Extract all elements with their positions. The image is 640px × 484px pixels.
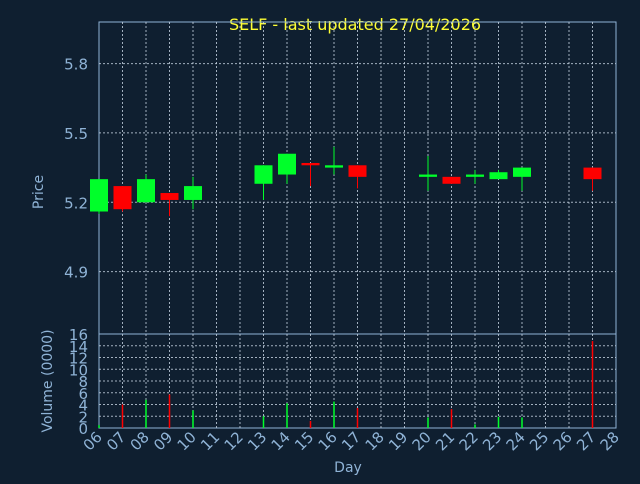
volume-bar [427, 417, 429, 428]
volume-bar [122, 405, 124, 429]
day-tick-label: 15 [291, 428, 317, 454]
day-tick-label: 11 [197, 428, 223, 454]
volume-bar [145, 400, 147, 428]
day-tick-label: 18 [362, 428, 388, 454]
day-tick-label: 19 [385, 428, 411, 454]
candle-body [161, 193, 179, 200]
candle-body [114, 186, 132, 209]
day-axis-label: Day [334, 460, 362, 476]
price-tick-label: 5.2 [64, 194, 88, 212]
day-tick-label: 14 [268, 428, 294, 454]
day-tick-label: 27 [573, 428, 599, 454]
day-tick-label: 20 [409, 428, 435, 454]
volume-bar [498, 417, 500, 428]
day-tick-label: 07 [103, 428, 129, 454]
day-tick-label: 17 [338, 428, 364, 454]
day-tick-label: 16 [315, 428, 341, 454]
day-tick-label: 25 [526, 428, 552, 454]
candle-body [184, 186, 202, 200]
day-tick-label: 10 [174, 428, 200, 454]
candle-body [513, 168, 531, 177]
volume-bar [333, 402, 335, 428]
candle-body [90, 179, 108, 211]
price-axis-label: Price [31, 175, 47, 209]
volume-bar [263, 416, 265, 428]
candle-body [466, 175, 484, 177]
price-tick-label: 5.5 [64, 125, 88, 143]
day-tick-label: 08 [127, 428, 153, 454]
volume-bar [451, 409, 453, 428]
candle-body [419, 175, 437, 177]
volume-bar [357, 408, 359, 428]
candle-body [302, 163, 320, 165]
price-tick-label: 5.8 [64, 56, 88, 74]
volume-bar [592, 341, 594, 428]
candle-body [325, 165, 343, 167]
volume-bar [169, 395, 171, 428]
volume-bar [192, 410, 194, 428]
candle-body [490, 172, 508, 179]
volume-tick-label: 16 [69, 326, 88, 344]
chart-title: SELF - last updated 27/04/2026 [229, 15, 481, 34]
day-tick-label: 24 [503, 428, 529, 454]
day-tick-label: 12 [221, 428, 247, 454]
candle-body [349, 165, 367, 177]
day-tick-label: 28 [597, 428, 623, 454]
candle-body [278, 154, 296, 175]
day-tick-label: 21 [432, 428, 458, 454]
candle-body [584, 168, 602, 180]
day-tick-label: 23 [479, 428, 505, 454]
price-tick-label: 4.9 [64, 264, 88, 282]
volume-bar [474, 424, 476, 428]
day-tick-label: 26 [550, 428, 576, 454]
volume-bar [98, 425, 100, 428]
volume-bar [521, 417, 523, 428]
volume-bar [286, 403, 288, 428]
day-tick-label: 22 [456, 428, 482, 454]
volume-bar [310, 421, 312, 428]
candle-body [443, 177, 461, 184]
candle-body [255, 165, 273, 183]
day-tick-label: 13 [244, 428, 270, 454]
candle-body [137, 179, 155, 202]
volume-axis-label: Volume (0000) [40, 329, 56, 432]
day-tick-label: 09 [150, 428, 176, 454]
